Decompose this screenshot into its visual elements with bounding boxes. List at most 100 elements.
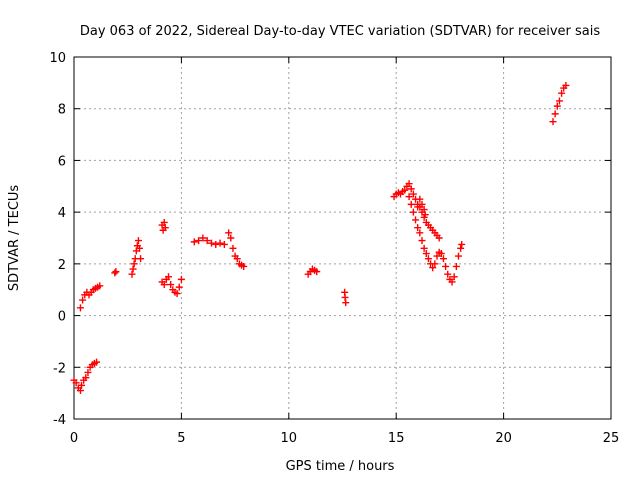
data-point [435,234,443,242]
data-point [79,296,87,304]
data-point [558,89,566,97]
data-point [553,102,561,110]
data-point [177,275,185,283]
data-point [409,190,417,198]
y-tick-label: 4 [58,206,66,221]
data-point [220,240,228,248]
data-point [422,250,430,258]
data-point [551,110,559,118]
data-point [414,203,422,211]
data-point [407,200,415,208]
data-point [437,250,445,258]
data-point [93,358,101,366]
data-point [405,193,413,201]
data-point [418,200,426,208]
data-point [195,237,203,245]
data-point [76,304,84,312]
x-axis-label: GPS time / hours [286,459,395,474]
data-point [76,387,84,395]
data-point [190,238,198,246]
y-tick-label: 6 [58,154,66,169]
data-point [429,264,437,272]
data-point [199,234,207,242]
data-point [342,299,350,307]
data-point [161,224,169,232]
data-point [405,180,413,188]
data-point [233,255,241,263]
data-point [450,273,458,281]
data-point [227,234,235,242]
data-point [134,237,142,245]
data-point [416,229,424,237]
y-tick-label: 8 [58,103,66,118]
x-tick-label: 5 [177,431,185,446]
data-point [212,240,220,248]
data-point [444,270,452,278]
data-point [549,118,557,126]
data-point [439,255,447,263]
data-point [128,270,136,278]
data-point [457,244,465,252]
data-point [458,240,466,248]
data-point [448,278,456,286]
grid-lines [74,57,611,419]
data-point [129,265,137,273]
data-point [112,268,120,276]
y-tick-label: -2 [53,361,66,376]
data-points [70,81,570,395]
plot-frame [73,56,612,420]
data-point [412,216,420,224]
y-tick-label: 10 [49,51,66,66]
data-point [229,244,237,252]
x-tick-label: 10 [281,431,298,446]
data-point [418,237,426,245]
data-point [313,268,321,276]
data-point [562,81,570,89]
data-point [207,239,215,247]
data-point [442,262,450,270]
data-point [216,239,224,247]
data-point [420,244,428,252]
data-point [175,283,183,291]
data-point [167,281,175,289]
y-axis-label: SDTVAR / TECUs [7,185,22,292]
data-point [416,195,424,203]
data-point [130,260,138,268]
data-point [407,185,415,193]
x-tick-label: 25 [603,431,620,446]
data-point [433,252,441,260]
data-point [96,282,104,290]
y-tick-label: 2 [58,258,66,273]
data-point [225,229,233,237]
data-point [414,224,422,232]
data-point [421,211,429,219]
chart-title: Day 063 of 2022, Sidereal Day-to-day VTE… [80,24,600,39]
data-point [78,381,86,389]
data-point [420,206,428,214]
data-point [409,208,417,216]
data-point [173,290,181,298]
y-tick-label: 0 [58,310,66,325]
data-point [454,252,462,260]
data-point [137,255,145,263]
data-point [431,260,439,268]
data-point [165,273,173,281]
data-point [72,379,80,387]
x-tick-label: 15 [388,431,405,446]
data-point [82,374,90,382]
axis-ticks: 0 5 10 15 20 25 -4 -2 0 2 4 6 8 10 [49,51,619,446]
data-point [240,262,248,270]
data-point [401,186,409,194]
data-point [555,97,563,105]
data-point [424,255,432,263]
data-point [136,244,144,252]
data-point [452,262,460,270]
data-point [160,218,168,226]
y-tick-label: -4 [53,413,66,428]
data-point [203,237,211,245]
data-point [84,368,92,376]
x-tick-label: 0 [70,431,78,446]
data-point [111,269,119,277]
